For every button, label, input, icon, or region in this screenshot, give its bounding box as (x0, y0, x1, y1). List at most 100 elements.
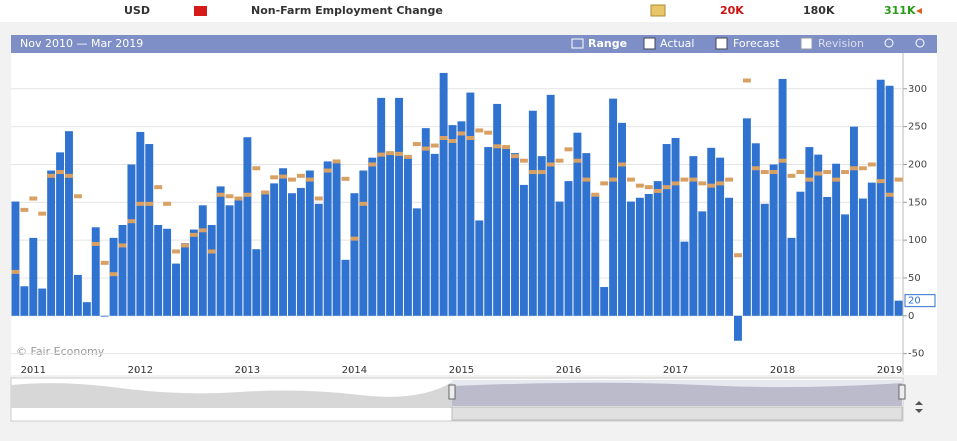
forecast-mark (154, 185, 163, 190)
actual-checkbox[interactable] (643, 37, 656, 50)
bar (725, 197, 734, 316)
forecast-mark (466, 135, 475, 140)
forecast-mark (279, 174, 288, 179)
forecast-mark (591, 192, 600, 197)
bar (395, 97, 403, 316)
forecast-mark (849, 166, 858, 171)
forecast-mark (582, 177, 591, 182)
bar (528, 110, 537, 316)
x-tick-label: 2015 (449, 365, 474, 376)
forecast-mark (867, 162, 876, 167)
bar (430, 153, 439, 316)
forecast-mark (448, 139, 457, 144)
bar (876, 79, 885, 316)
forecast-mark (626, 177, 635, 182)
forecast-mark (73, 194, 82, 199)
bar (323, 161, 332, 316)
forecast-mark (769, 170, 778, 175)
forecast-mark (823, 170, 832, 175)
forecast-mark (47, 173, 56, 178)
forecast-mark (698, 181, 707, 186)
navigator-handle-left[interactable] (448, 384, 456, 400)
range-icon[interactable] (571, 38, 584, 49)
navigator-handle-right[interactable] (898, 384, 906, 400)
scroll-arrows[interactable] (915, 401, 923, 413)
forecast-mark (189, 232, 198, 237)
forecast-mark (502, 145, 511, 150)
actual-value: 20K (720, 4, 744, 17)
bar (519, 184, 528, 316)
bar (457, 121, 466, 316)
bar (91, 227, 100, 316)
forecast-mark (109, 272, 118, 277)
forecast-mark (716, 181, 725, 186)
zoom-in[interactable] (884, 38, 894, 48)
forecast-mark (573, 158, 582, 163)
forecast-mark (56, 170, 65, 175)
forecast-mark (270, 175, 279, 180)
bar (698, 211, 707, 316)
legend-forecast[interactable]: Forecast (733, 37, 780, 50)
forecast-mark (332, 159, 341, 164)
forecast-mark (635, 183, 644, 188)
forecast-mark (680, 177, 689, 182)
forecast-mark (832, 177, 841, 182)
forecast-mark (207, 249, 216, 254)
bar (243, 137, 252, 316)
legend-actual[interactable]: Actual (660, 37, 694, 50)
x-tick-label: 2016 (556, 365, 581, 376)
forecast-mark (439, 135, 448, 140)
y-tick-label: 250 (908, 122, 927, 133)
bar (671, 137, 680, 316)
forecast-mark (528, 170, 537, 175)
forecast-mark (457, 131, 466, 136)
bar (466, 92, 475, 316)
bar (279, 168, 288, 316)
range-button[interactable]: Range (588, 37, 627, 50)
bar (412, 208, 421, 316)
forecast-mark (885, 192, 894, 197)
bar (207, 224, 216, 316)
revision-toggle[interactable]: Revision (818, 37, 864, 50)
forecast-mark (858, 166, 867, 171)
bar (252, 249, 261, 316)
bar (439, 72, 448, 316)
bar (403, 157, 412, 316)
bar (626, 201, 635, 316)
bar (47, 170, 56, 316)
forecast-mark (243, 192, 252, 197)
impact-icon (194, 6, 207, 16)
x-tick-label: 2019 (877, 365, 902, 376)
bar (609, 98, 618, 316)
y-tick-label: 100 (908, 235, 927, 246)
bar (163, 228, 172, 316)
revision-checkbox[interactable] (800, 37, 813, 50)
x-tick-label: 2014 (342, 365, 367, 376)
forecast-mark (65, 173, 73, 178)
last-value-box (904, 294, 936, 308)
forecast-checkbox[interactable] (715, 37, 728, 50)
forecast-mark (689, 177, 698, 182)
bar (894, 300, 903, 316)
scrollbar[interactable] (451, 406, 903, 421)
zoom-out[interactable] (915, 38, 925, 48)
forecast-mark (127, 219, 136, 224)
forecast-mark (894, 177, 903, 182)
watermark: © Fair Economy (16, 345, 105, 358)
bar (180, 243, 189, 316)
forecast-mark (814, 171, 823, 176)
forecast-mark (519, 158, 528, 163)
forecast-mark (180, 243, 189, 248)
forecast-mark (38, 211, 47, 216)
forecast-mark (323, 168, 332, 173)
x-tick-label: 2018 (770, 365, 795, 376)
bar (742, 118, 751, 316)
bar (38, 288, 47, 316)
bar (172, 263, 180, 316)
detail-icon[interactable] (650, 4, 666, 17)
event-name: Non-Farm Employment Change (251, 4, 443, 17)
bar (653, 181, 662, 316)
bar (805, 147, 814, 316)
forecast-mark (841, 170, 849, 175)
bar (493, 103, 502, 316)
